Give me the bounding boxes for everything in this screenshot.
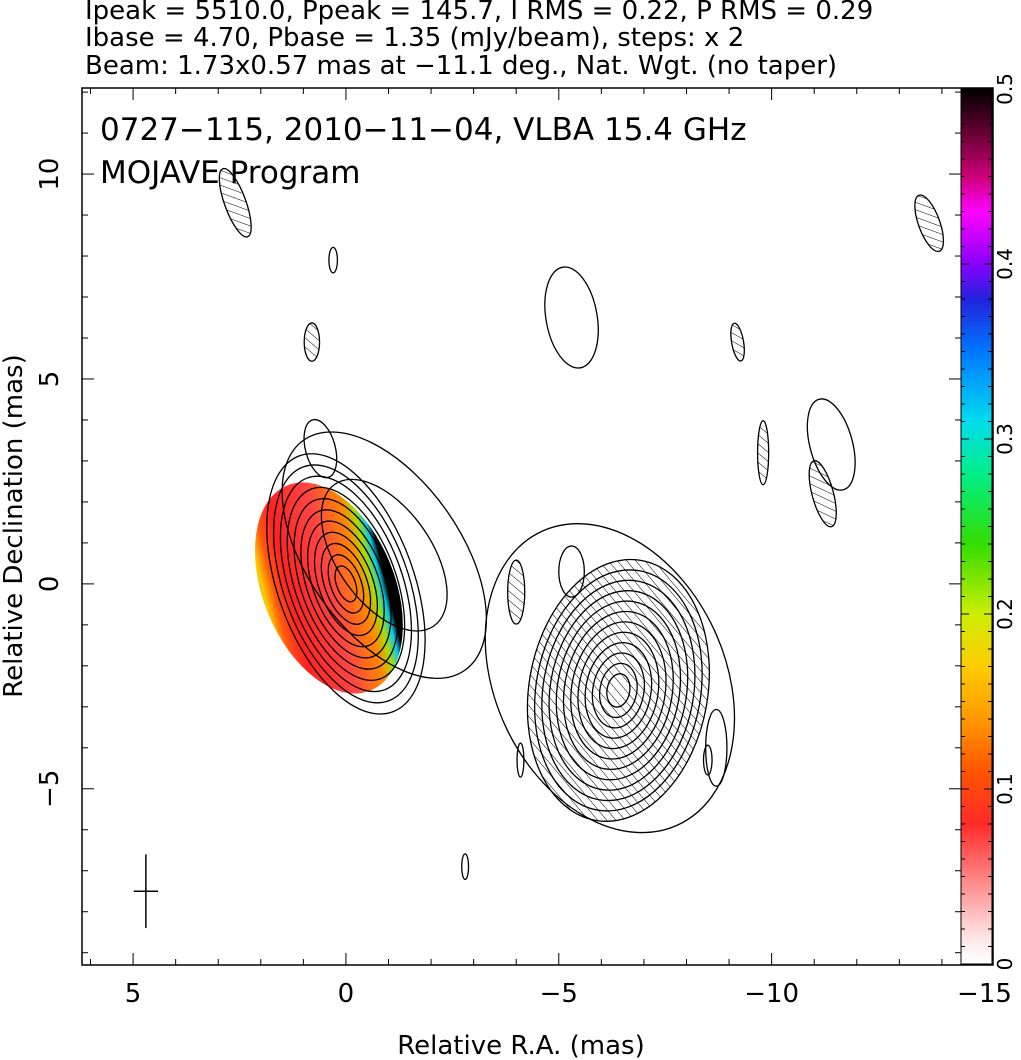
y-tick-label: −5 bbox=[35, 770, 65, 808]
x-tick-label: 0 bbox=[338, 979, 355, 1009]
contour-level bbox=[327, 554, 365, 614]
contour-island bbox=[303, 418, 338, 479]
contour-island bbox=[516, 742, 525, 778]
contour-island bbox=[730, 322, 745, 362]
colorbar-tick-label: 0.2 bbox=[993, 598, 1017, 630]
x-axis-title: Relative R.A. (mas) bbox=[397, 1031, 644, 1060]
contour-level bbox=[320, 478, 448, 632]
contour-island bbox=[756, 420, 770, 486]
contour-island bbox=[702, 744, 713, 776]
colorbar-tick-label: 0.3 bbox=[993, 423, 1017, 455]
beam-marker bbox=[133, 854, 158, 929]
contour-level bbox=[562, 610, 674, 771]
contour-level bbox=[570, 621, 667, 760]
x-tick-label: 5 bbox=[125, 979, 142, 1009]
contour-level bbox=[484, 523, 736, 834]
contour-level bbox=[313, 531, 378, 637]
x-tick-label: −5 bbox=[540, 979, 578, 1009]
contour-island bbox=[544, 266, 599, 369]
header-line-2: Ibase = 4.70, Pbase = 1.35 (mJy/beam), s… bbox=[85, 23, 744, 53]
colorbar bbox=[960, 88, 993, 965]
contour-level bbox=[286, 486, 406, 681]
x-tick-label: −10 bbox=[744, 979, 799, 1009]
contour-level bbox=[300, 509, 392, 659]
plot-frame bbox=[81, 87, 994, 966]
contour-level bbox=[577, 631, 660, 750]
y-axis-title: Relative Declination (mas) bbox=[0, 354, 29, 697]
plot-subtitle: MOJAVE Program bbox=[100, 155, 360, 191]
header-line-3: Beam: 1.73x0.57 mas at −11.1 deg., Nat. … bbox=[85, 51, 837, 81]
contour-level bbox=[533, 569, 703, 812]
contour-island bbox=[303, 322, 321, 362]
polarization-fill bbox=[255, 482, 403, 694]
contour-island bbox=[461, 853, 470, 881]
colorbar-tick-label: 0.1 bbox=[993, 773, 1017, 805]
contour-level bbox=[320, 542, 372, 625]
contour-level bbox=[541, 579, 696, 802]
x-tick-label: −15 bbox=[957, 979, 1012, 1009]
y-tick-label: 10 bbox=[35, 158, 65, 191]
contour-island bbox=[218, 167, 252, 238]
colorbar-tick-label: 0.4 bbox=[993, 248, 1017, 280]
contour-level bbox=[555, 600, 682, 781]
contour-level bbox=[526, 558, 711, 822]
contour-island bbox=[808, 460, 837, 528]
header-line-1: Ipeak = 5510.0, Ppeak = 145.7, I RMS = 0… bbox=[85, 0, 873, 26]
contour-level bbox=[548, 590, 689, 791]
y-tick-label: 5 bbox=[35, 371, 65, 388]
contour-level bbox=[307, 520, 385, 648]
contour-level bbox=[598, 662, 638, 719]
plot-area bbox=[133, 167, 945, 929]
contour-group-counter-halo bbox=[484, 523, 736, 834]
contour-island bbox=[558, 545, 585, 598]
y-tick-label: 0 bbox=[35, 576, 65, 593]
contour-island bbox=[914, 194, 945, 253]
contour-island bbox=[806, 398, 856, 491]
contour-level bbox=[591, 652, 646, 729]
contour-group-counter bbox=[526, 558, 711, 822]
colorbar-tick-label: 0 bbox=[993, 958, 1017, 971]
contour-island bbox=[507, 559, 526, 625]
contour-level bbox=[334, 565, 358, 603]
colorbar-tick-label: 0.5 bbox=[993, 73, 1017, 105]
contour-level bbox=[266, 453, 426, 715]
contour-island bbox=[328, 246, 339, 274]
contour-level bbox=[293, 497, 399, 670]
contour-level bbox=[584, 641, 653, 739]
plot-title: 0727−115, 2010−11−04, VLBA 15.4 GHz bbox=[100, 112, 746, 148]
axis-ticks: 5 0 −5 −10 −15 10 5 0 −5 bbox=[35, 88, 1012, 1009]
contour-level bbox=[272, 464, 419, 704]
contour-level bbox=[606, 673, 631, 708]
colorbar-ticks: 0 0.1 0.2 0.3 0.4 0.5 bbox=[961, 73, 1017, 970]
contour-level bbox=[279, 475, 413, 693]
contour-group-core bbox=[266, 453, 426, 715]
